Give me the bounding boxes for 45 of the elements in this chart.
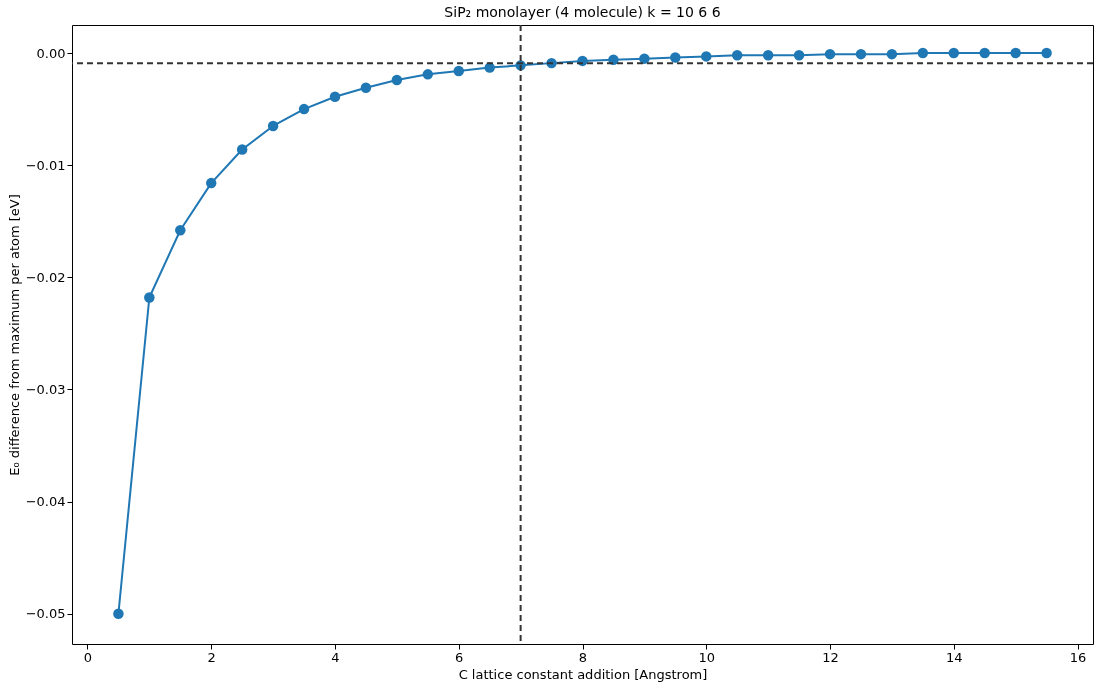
point <box>1010 47 1021 59</box>
y-axis-title: E₀ difference from maximum per atom [eV] <box>6 194 22 476</box>
y-tick-label: −0.01 <box>25 157 66 173</box>
x-tick-label: 16 <box>1069 649 1087 665</box>
point <box>113 608 124 619</box>
point <box>824 48 836 60</box>
x-tick-label: 2 <box>207 649 216 665</box>
x-tick-label: 14 <box>946 649 963 665</box>
point <box>1041 47 1052 59</box>
point <box>267 120 279 132</box>
point <box>948 47 960 59</box>
point <box>701 51 712 62</box>
point <box>855 48 867 60</box>
y-tick-label: −0.04 <box>25 494 66 510</box>
x-tick-label: 6 <box>455 649 464 665</box>
point <box>670 52 681 63</box>
y-tick-label: −0.02 <box>25 269 66 285</box>
point <box>175 224 186 236</box>
point <box>608 54 619 65</box>
point <box>793 50 805 61</box>
x-axis-title: C lattice constant addition [Angstrom] <box>458 666 708 682</box>
y-tick-label: −0.05 <box>25 606 66 622</box>
x-tick-label: 8 <box>578 649 588 665</box>
x-tick-label: 10 <box>698 649 716 665</box>
chart-title: SiP₂ monolayer (4 molecule) k = 10 6 6 <box>444 4 721 20</box>
point <box>886 48 898 60</box>
y-tick-label: −0.03 <box>25 381 66 397</box>
x-tick-label: 0 <box>83 649 93 665</box>
point <box>762 50 774 61</box>
x-tick-label: 12 <box>822 649 839 665</box>
point <box>639 53 650 64</box>
point <box>453 65 464 77</box>
point <box>236 144 248 155</box>
y-tick-label: 0.00 <box>36 45 66 61</box>
point <box>422 69 434 80</box>
point <box>329 91 341 102</box>
point <box>391 74 403 86</box>
point <box>979 47 990 59</box>
point <box>144 292 155 303</box>
point <box>360 82 372 94</box>
point <box>298 103 310 115</box>
point <box>731 50 743 61</box>
point <box>917 47 929 59</box>
point <box>205 177 217 189</box>
x-tick-label: 4 <box>331 649 340 665</box>
